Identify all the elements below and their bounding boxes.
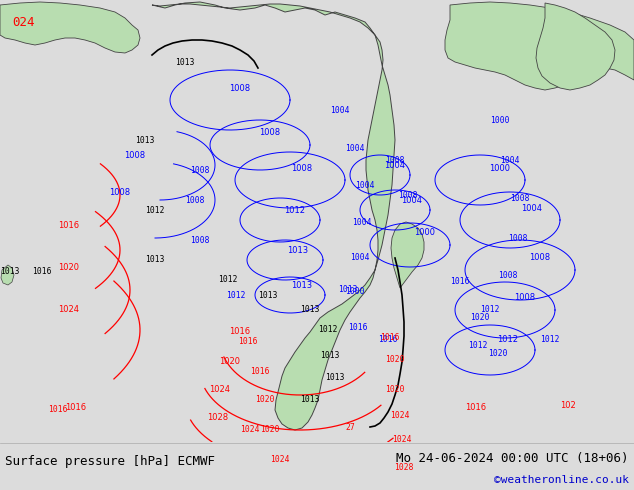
Text: 1013: 1013 [339, 286, 358, 294]
Text: 1016: 1016 [250, 368, 269, 376]
Text: 1024: 1024 [209, 386, 231, 394]
Text: 1012: 1012 [318, 325, 338, 335]
Polygon shape [445, 2, 634, 90]
Text: 1020: 1020 [260, 425, 280, 435]
Text: 1013: 1013 [175, 57, 195, 67]
Text: 1008: 1008 [292, 164, 313, 172]
Text: 1024: 1024 [391, 411, 410, 419]
Text: ©weatheronline.co.uk: ©weatheronline.co.uk [494, 475, 629, 486]
Polygon shape [152, 2, 395, 430]
Text: 1000: 1000 [346, 288, 365, 296]
Text: 1012: 1012 [285, 205, 306, 215]
Text: 1020: 1020 [219, 358, 240, 367]
Text: 1008: 1008 [230, 83, 250, 93]
Text: 1004: 1004 [500, 155, 520, 165]
Text: 1016: 1016 [238, 338, 258, 346]
Text: 1016: 1016 [48, 406, 68, 415]
Text: Mo 24-06-2024 00:00 UTC (18+06): Mo 24-06-2024 00:00 UTC (18+06) [396, 452, 629, 466]
Text: 1008: 1008 [190, 236, 210, 245]
Text: 1004: 1004 [346, 144, 365, 152]
Text: 1028: 1028 [207, 414, 229, 422]
Text: 1008: 1008 [124, 150, 146, 160]
Text: 1008: 1008 [398, 191, 418, 199]
Text: 1008: 1008 [190, 166, 210, 174]
Text: 1008: 1008 [385, 155, 404, 165]
Text: 1008: 1008 [508, 234, 527, 243]
Text: 1016: 1016 [58, 220, 79, 229]
Text: 1013: 1013 [325, 373, 345, 383]
Text: 1020: 1020 [385, 356, 404, 365]
Text: 102: 102 [560, 400, 576, 410]
Text: 27: 27 [345, 423, 355, 433]
Text: 1024: 1024 [270, 456, 290, 465]
Text: 1020: 1020 [385, 386, 404, 394]
Text: 1008: 1008 [510, 194, 530, 202]
Polygon shape [0, 2, 140, 53]
Text: 1016: 1016 [32, 268, 52, 276]
Text: Surface pressure [hPa] ECMWF: Surface pressure [hPa] ECMWF [5, 455, 215, 467]
Text: 1020: 1020 [488, 349, 508, 359]
Text: 1008: 1008 [529, 253, 550, 263]
Text: 1020: 1020 [58, 264, 79, 272]
Text: 1016: 1016 [348, 323, 368, 333]
Text: 1012: 1012 [145, 205, 165, 215]
Text: 1012: 1012 [498, 336, 519, 344]
Text: 1008: 1008 [514, 294, 536, 302]
Text: 1016: 1016 [378, 336, 398, 344]
Text: 1013: 1013 [145, 255, 165, 265]
Text: 1013: 1013 [320, 350, 340, 360]
Text: 1004: 1004 [353, 218, 372, 226]
Polygon shape [536, 3, 615, 90]
Text: 1012: 1012 [540, 336, 560, 344]
Text: 1008: 1008 [110, 188, 131, 196]
Text: 1004: 1004 [355, 180, 375, 190]
Text: 1013: 1013 [135, 136, 155, 145]
Text: 1024: 1024 [58, 305, 79, 315]
Text: 1004: 1004 [350, 253, 370, 263]
Text: 1013: 1013 [301, 305, 320, 315]
Text: 1013: 1013 [258, 291, 278, 299]
Text: 1016: 1016 [380, 334, 400, 343]
Text: 1013: 1013 [301, 395, 320, 405]
Polygon shape [391, 222, 424, 288]
Text: 1004: 1004 [384, 161, 406, 170]
Text: 1008: 1008 [259, 127, 281, 137]
Text: 1008: 1008 [185, 196, 205, 204]
Text: 1016: 1016 [230, 327, 250, 337]
Text: 1012: 1012 [226, 291, 246, 299]
Text: 1012: 1012 [480, 305, 500, 315]
Text: 1000: 1000 [489, 164, 510, 172]
Text: 1013: 1013 [287, 245, 309, 254]
Text: 1024: 1024 [240, 425, 260, 435]
Text: 1020: 1020 [470, 314, 489, 322]
Text: 1028: 1028 [394, 464, 414, 472]
Text: 1000: 1000 [490, 116, 510, 124]
Text: 1016: 1016 [65, 403, 86, 413]
Text: 1000: 1000 [415, 227, 436, 237]
Text: 1020: 1020 [256, 395, 275, 405]
Text: 1012: 1012 [469, 341, 488, 349]
Text: 1004: 1004 [401, 196, 422, 204]
Text: 1013: 1013 [292, 281, 313, 291]
Text: 1024: 1024 [392, 436, 411, 444]
Polygon shape [1, 265, 14, 285]
Text: 1004: 1004 [330, 105, 350, 115]
Text: 1016: 1016 [450, 277, 470, 287]
Text: 1012: 1012 [218, 275, 238, 285]
Text: 1004: 1004 [522, 203, 543, 213]
Text: 024: 024 [12, 16, 34, 29]
Text: 1008: 1008 [498, 270, 518, 279]
Text: 1016: 1016 [465, 403, 486, 413]
Text: 1013: 1013 [0, 268, 20, 276]
